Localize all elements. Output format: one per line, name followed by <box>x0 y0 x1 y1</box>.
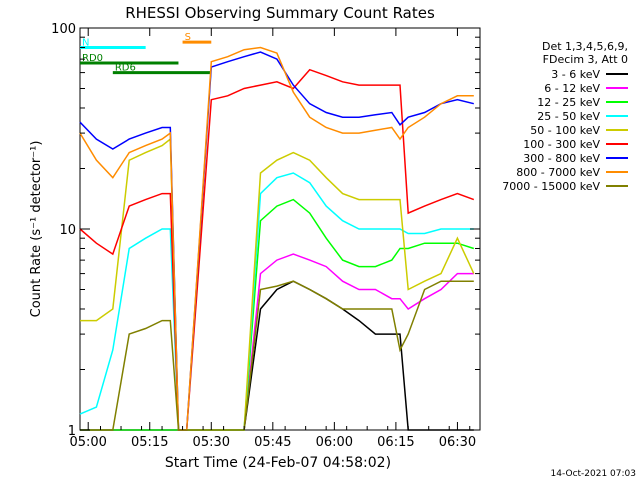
x-tick-label: 05:00 <box>69 435 106 450</box>
x-tick-label: 06:00 <box>316 435 353 450</box>
chart-title: RHESSI Observing Summary Count Rates <box>125 4 435 22</box>
legend-label: 50 - 100 keV <box>530 124 600 137</box>
legend-label: 100 - 300 keV <box>523 138 600 151</box>
annotation-label: RD0 <box>82 53 103 64</box>
legend-label: 25 - 50 keV <box>537 110 600 123</box>
series-line <box>80 280 474 431</box>
x-tick-label: 05:15 <box>131 435 168 450</box>
series-line <box>80 137 475 431</box>
instrument-state-annotations: RD0 RD6 N S <box>80 32 212 75</box>
series-line <box>79 46 474 431</box>
footer-date: 14-Oct-2021 07:03 <box>551 469 636 479</box>
x-tick-label: 05:45 <box>254 435 291 450</box>
legend-label: 300 - 800 keV <box>523 152 600 165</box>
series-line <box>79 172 474 431</box>
annotation-label: RD6 <box>115 63 136 74</box>
y-axis: 1 10 100 <box>51 22 480 439</box>
y-tick-label: 100 <box>51 22 76 37</box>
legend-label: 6 - 12 keV <box>544 82 600 95</box>
legend: Det 1,3,4,5,6,9,FDecim 3, Att 0 3 - 6 keV… <box>502 40 628 193</box>
series-line <box>80 280 474 431</box>
legend-label: 800 - 7000 keV <box>516 166 600 179</box>
x-axis: 05:00 05:15 05:30 05:45 06:00 06:15 06:30 <box>69 28 476 450</box>
plot-area <box>79 27 481 431</box>
legend-label: 7000 - 15000 keV <box>502 180 600 193</box>
legend-label: 12 - 25 keV <box>537 96 600 109</box>
legend-label: 3 - 6 keV <box>551 68 600 81</box>
series-line <box>79 51 474 431</box>
legend-header: Det 1,3,4,5,6,9, <box>542 40 628 53</box>
annotation-label: N <box>82 37 89 48</box>
series-line <box>80 198 475 431</box>
legend-header: FDecim 3, Att 0 <box>543 53 628 66</box>
x-axis-label: Start Time (24-Feb-07 04:58:02) <box>165 455 391 471</box>
x-tick-label: 05:30 <box>193 435 230 450</box>
x-tick-label: 06:30 <box>439 435 476 450</box>
x-tick-label: 06:15 <box>377 435 414 450</box>
y-tick-label: 10 <box>59 223 76 238</box>
annotation-label: S <box>185 32 191 43</box>
series-lines <box>79 46 475 431</box>
series-line <box>79 68 475 431</box>
y-axis-label: Count Rate (s⁻¹ detector⁻¹) <box>29 141 44 318</box>
y-tick-label: 1 <box>68 424 76 439</box>
series-line <box>80 253 474 431</box>
